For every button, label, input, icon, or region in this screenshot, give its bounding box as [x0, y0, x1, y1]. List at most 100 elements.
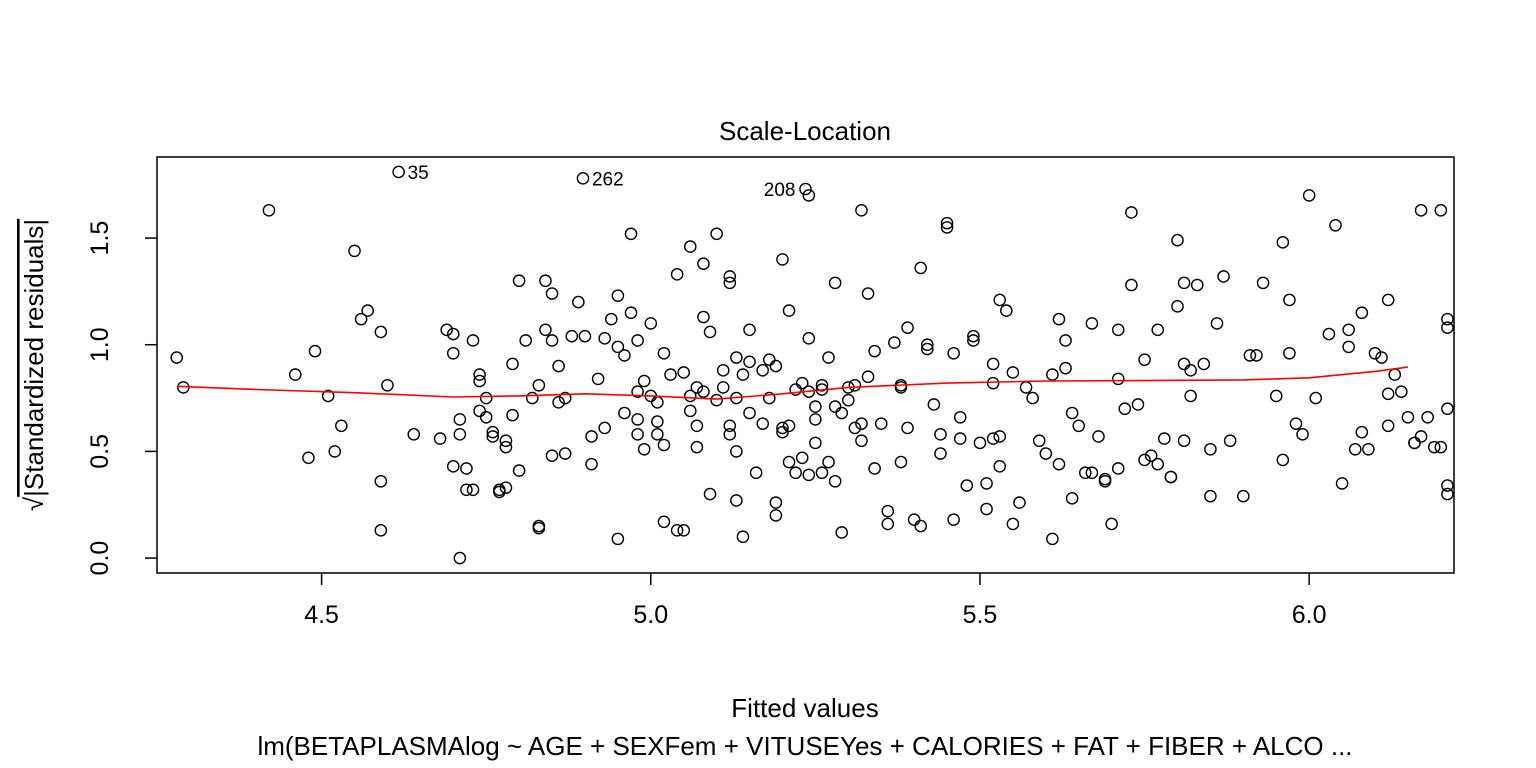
- data-point: [479, 410, 493, 424]
- data-point: [466, 483, 480, 497]
- data-point: [1052, 457, 1066, 471]
- data-point: [1000, 304, 1013, 317]
- data-point: [657, 515, 671, 529]
- data-point: [1441, 312, 1454, 326]
- data-point: [1421, 410, 1434, 424]
- data-point: [782, 304, 796, 317]
- data-point: [591, 372, 605, 386]
- data-point: [657, 346, 671, 360]
- data-point: [940, 216, 954, 230]
- point-label: 208: [764, 180, 796, 201]
- data-point: [1217, 270, 1230, 283]
- data-point: [802, 189, 816, 202]
- data-point: [776, 425, 789, 439]
- data-point: [1362, 442, 1375, 456]
- data-point: [525, 391, 539, 405]
- data-point: [1006, 366, 1020, 379]
- data-point: [703, 325, 717, 339]
- data-point: [1052, 312, 1066, 326]
- y-tick-label: 1.5: [86, 221, 114, 256]
- data-point: [1026, 391, 1039, 405]
- data-point: [1111, 462, 1125, 475]
- data-point: [1177, 357, 1191, 371]
- data-point: [479, 391, 493, 405]
- data-point: [683, 404, 697, 418]
- data-point: [308, 344, 322, 358]
- data-point: [631, 385, 644, 398]
- data-point: [993, 430, 1007, 443]
- data-point: [697, 257, 710, 270]
- data-point: [1348, 442, 1362, 456]
- data-point: [446, 460, 460, 473]
- data-point: [1125, 206, 1138, 219]
- data-point: [532, 521, 546, 535]
- data-point: [1171, 233, 1184, 247]
- data-point: [374, 474, 388, 488]
- data-point: [1427, 440, 1441, 454]
- data-point: [980, 477, 993, 490]
- data-point: [506, 408, 519, 422]
- data-point: [1276, 453, 1290, 467]
- data-point: [651, 415, 664, 428]
- data-point: [723, 428, 737, 441]
- data-point: [532, 378, 546, 392]
- data-point: [815, 466, 829, 480]
- data-point: [585, 430, 598, 443]
- data-point: [1158, 432, 1171, 445]
- data-point: [1138, 453, 1151, 467]
- y-tick-label: 1.0: [86, 327, 114, 362]
- y-tick-label: 0.0: [86, 541, 114, 576]
- data-point: [1342, 340, 1355, 354]
- data-point: [907, 513, 921, 526]
- data-point: [802, 332, 816, 345]
- data-point: [822, 351, 835, 364]
- data-point: [1013, 496, 1026, 509]
- data-point: [848, 421, 862, 435]
- data-point: [920, 342, 934, 356]
- data-point: [769, 496, 783, 509]
- data-point: [1065, 492, 1079, 505]
- data-point: [651, 428, 664, 441]
- data-point: [799, 182, 812, 196]
- data-point: [631, 428, 644, 441]
- data-point: [354, 312, 368, 326]
- data-point: [1414, 204, 1428, 217]
- data-point: [1171, 300, 1184, 313]
- data-point: [1237, 489, 1250, 503]
- data-point: [1151, 323, 1165, 337]
- data-point: [861, 370, 875, 384]
- data-point: [868, 462, 881, 475]
- data-point: [453, 413, 467, 426]
- data-point: [934, 447, 947, 460]
- data-point: [486, 430, 500, 443]
- point-label: 35: [408, 163, 429, 184]
- data-point: [1006, 517, 1020, 531]
- data-point: [1164, 470, 1178, 484]
- data-point: [604, 312, 618, 326]
- data-point: [901, 421, 914, 435]
- data-point: [1243, 349, 1257, 362]
- data-point: [986, 432, 1000, 445]
- data-point: [631, 413, 644, 426]
- data-point: [841, 393, 855, 407]
- data-point: [894, 455, 908, 469]
- data-point: [716, 381, 730, 394]
- data-point: [576, 172, 590, 185]
- data-point: [947, 346, 960, 360]
- data-point: [1283, 346, 1296, 360]
- data-point: [460, 462, 473, 475]
- data-point: [967, 334, 980, 347]
- data-point: [1441, 402, 1454, 416]
- data-point: [677, 366, 691, 379]
- data-point: [960, 479, 974, 492]
- data-point: [828, 276, 842, 290]
- data-point: [1190, 278, 1204, 292]
- y-axis-label: √|Standardized residuals|: [19, 219, 49, 511]
- data-point: [986, 376, 1000, 390]
- data-point: [262, 204, 276, 217]
- data-point: [1046, 532, 1059, 546]
- data-point: [855, 204, 868, 217]
- data-point: [703, 487, 717, 501]
